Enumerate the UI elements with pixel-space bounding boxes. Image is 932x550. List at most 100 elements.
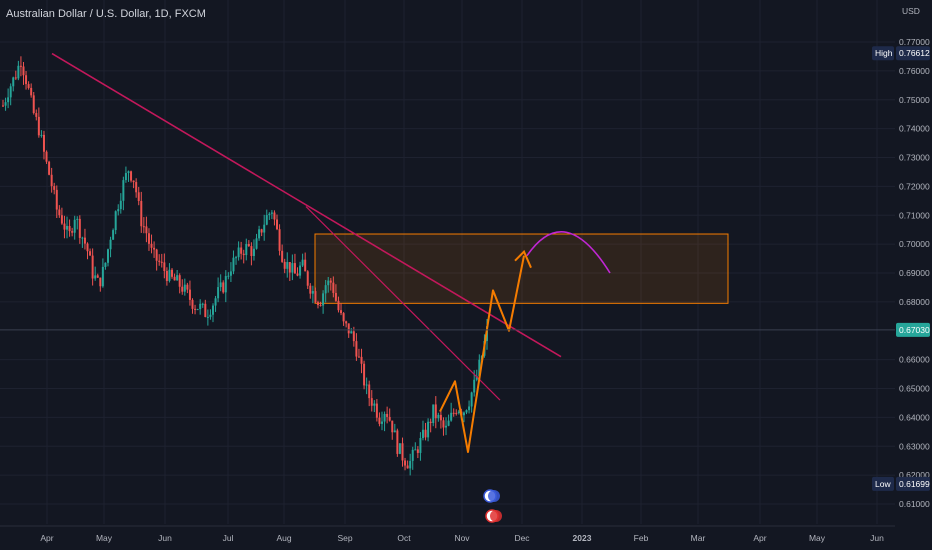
candle-body (368, 384, 371, 399)
candle-body (7, 97, 10, 103)
candle-body (91, 255, 94, 279)
candle-body (68, 225, 71, 232)
candle-body (447, 420, 450, 426)
candle-body (12, 77, 15, 87)
candle-body (232, 257, 235, 272)
candle-body (186, 284, 189, 290)
candle-body (373, 403, 376, 406)
trendline[interactable] (51, 52, 562, 358)
low-tag-bg (872, 476, 894, 491)
candle-body (345, 321, 348, 324)
candle-body (83, 237, 86, 244)
candle-body (132, 180, 135, 183)
time-axis[interactable]: Apr May Jun Jul Aug Sep Oct Nov Dec 2023 Feb Mar Apr… (0, 525, 932, 550)
candle-body (470, 392, 473, 407)
candle-body (117, 209, 120, 212)
projection-drawings[interactable] (439, 230, 611, 454)
price-tick-label: 0.66000 (899, 355, 930, 365)
candle-body (270, 212, 273, 214)
projection-zigzag[interactable] (439, 255, 525, 454)
candle-body (452, 412, 455, 414)
candle-body (278, 229, 281, 251)
time-tick-label: Aug (276, 533, 291, 543)
candle-body (263, 224, 266, 233)
candle-body (455, 412, 458, 414)
candle-body (235, 257, 238, 259)
candle-body (288, 262, 291, 273)
candle-body (347, 323, 350, 334)
candle-body (306, 271, 309, 286)
flag-icon-fill (488, 490, 500, 502)
candle-body (176, 275, 179, 281)
high-tag-bg (872, 46, 894, 61)
candle-body (214, 298, 217, 306)
time-tick-label: May (96, 533, 113, 543)
candle-body (191, 299, 194, 309)
candle-body (94, 275, 97, 279)
candle-body (475, 376, 478, 380)
price-tick-label: 0.64000 (899, 412, 930, 422)
candle-body (14, 77, 17, 79)
candle-body (25, 75, 28, 85)
time-tick-label: Oct (397, 533, 411, 543)
candle-body (416, 449, 419, 453)
candle-body (419, 438, 422, 453)
candle-body (281, 250, 284, 262)
candle-body (439, 414, 442, 421)
candle-body (276, 219, 279, 230)
candle-body (432, 404, 435, 424)
candle-body (153, 247, 156, 250)
candle-body (206, 316, 209, 318)
candle-body (19, 65, 22, 67)
candle-body (142, 226, 145, 228)
candle-body (71, 231, 74, 233)
time-tick-label: Jul (223, 533, 234, 543)
candle-body (178, 275, 181, 287)
candle-body (363, 363, 366, 386)
candle-body (222, 282, 225, 293)
candle-body (9, 86, 12, 98)
candle-body (219, 282, 222, 288)
price-tick-label: 0.62000 (899, 470, 930, 480)
candle-body (311, 291, 314, 294)
candle-body (388, 416, 391, 421)
candle-body (398, 443, 401, 454)
trendlines[interactable] (51, 52, 562, 401)
projection-arc[interactable] (526, 230, 611, 274)
candle-body (35, 113, 38, 117)
economic-events[interactable] (483, 489, 502, 523)
candle-body (421, 429, 424, 439)
candle-body (391, 420, 394, 433)
candle-body (296, 273, 299, 276)
candle-body (199, 303, 202, 310)
candle-body (401, 443, 404, 461)
candle-body (393, 430, 396, 433)
candle-body (378, 417, 381, 424)
candle-body (37, 116, 40, 136)
candle-body (27, 84, 30, 88)
time-tick-label: Feb (634, 533, 649, 543)
flag-icon[interactable] (483, 489, 500, 503)
price-tick-label: 0.63000 (899, 441, 930, 451)
candle-body (96, 275, 99, 278)
time-tick-label: Nov (454, 533, 470, 543)
trendline[interactable] (305, 206, 501, 401)
price-tick-label: 0.72000 (899, 181, 930, 191)
candle-body (457, 411, 460, 414)
candle-body (86, 243, 89, 252)
chart-title: Australian Dollar / U.S. Dollar, 1D, FXC… (6, 8, 206, 20)
candle-body (442, 420, 445, 428)
low-value-label: 0.61699 (899, 479, 930, 489)
candle-body (381, 421, 384, 424)
candle-body (17, 65, 20, 79)
candle-body (168, 269, 171, 281)
candle-body (250, 246, 253, 257)
flag-icon-fill (490, 510, 502, 522)
flag-icon[interactable] (485, 509, 502, 523)
candle-body (252, 248, 255, 257)
high-tag-label: High (875, 48, 893, 58)
candle-body (445, 425, 448, 428)
